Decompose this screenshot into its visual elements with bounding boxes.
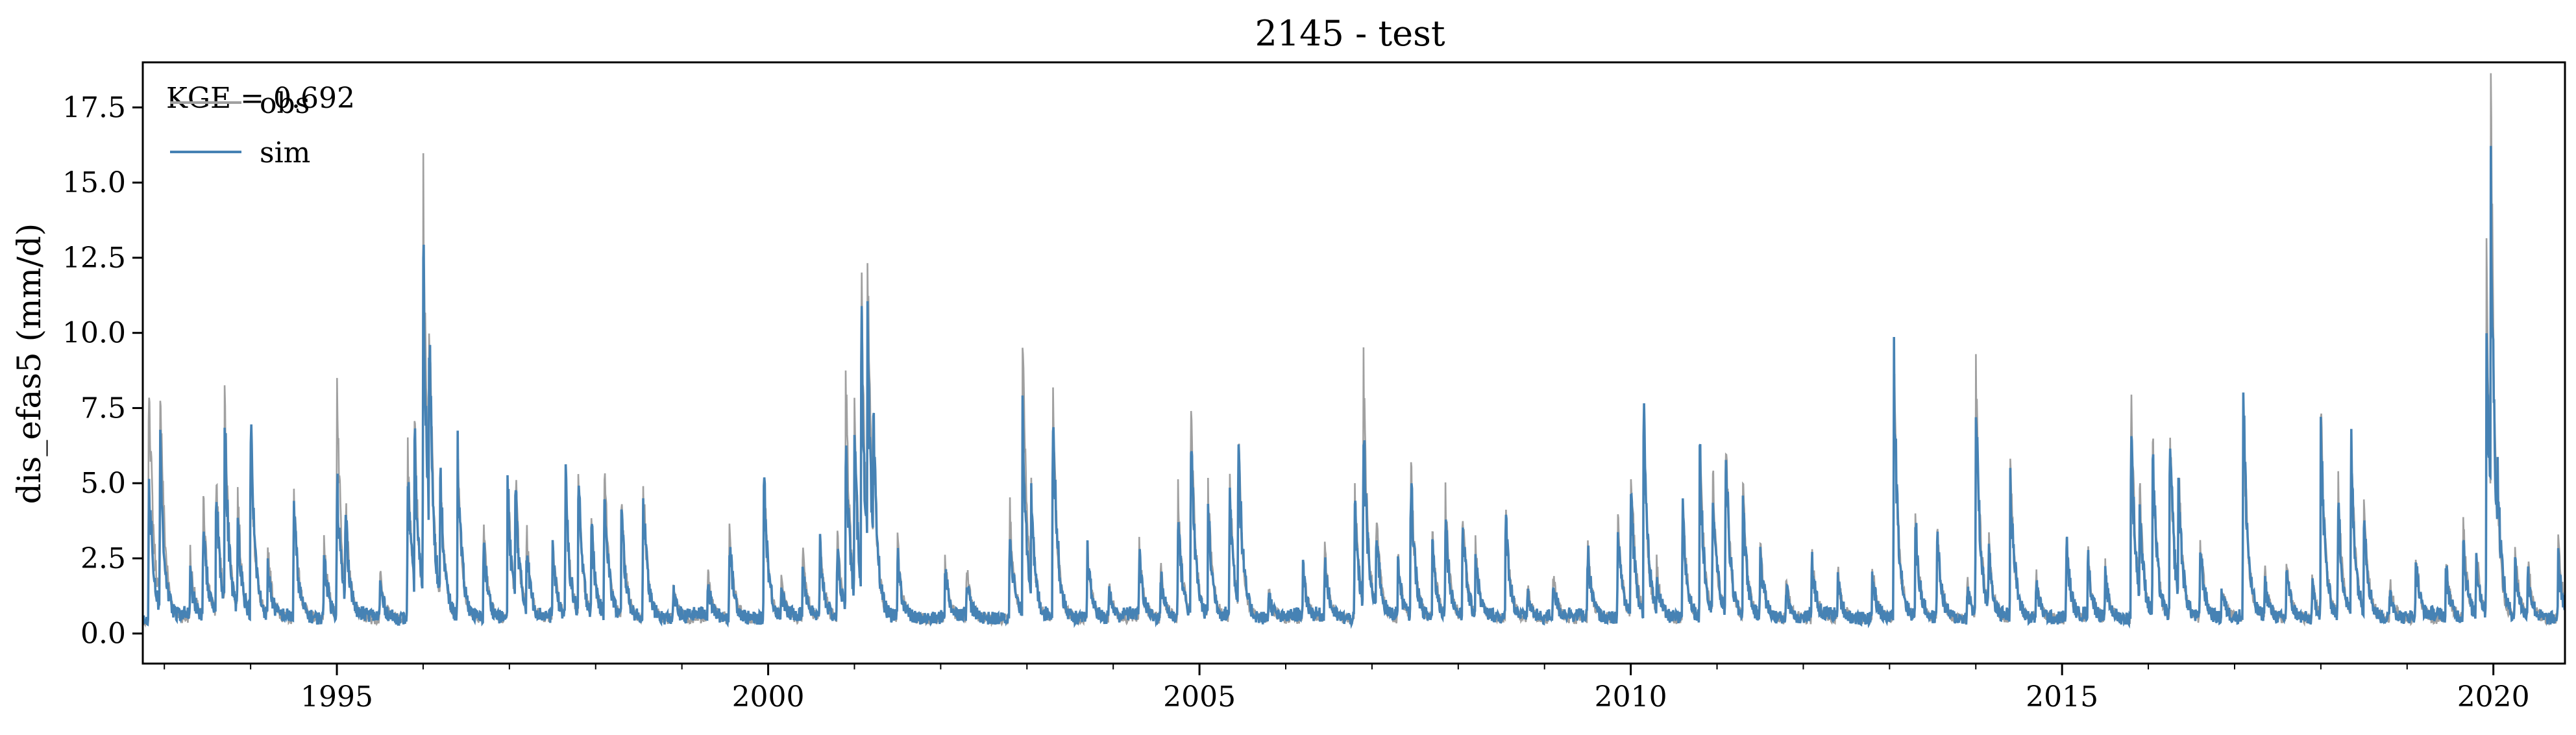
- y-tick-label: 15.0: [62, 166, 126, 199]
- plot-frame: [141, 61, 2566, 665]
- y-axis-label: dis_efas5 (mm/d): [10, 223, 48, 505]
- chart-title: 2145 - test: [1255, 13, 1445, 54]
- y-tick-label: 7.5: [80, 392, 126, 425]
- y-tick-label: 5.0: [80, 467, 126, 500]
- series-line-sim: [143, 145, 2565, 629]
- plot-area: [141, 61, 2566, 665]
- axis-ticks: 0.0 2.5 5.0 7.5 10.0 12.5 15.0 17.5 1995 2000 2005…: [62, 91, 2530, 714]
- x-tick-label: 2015: [2026, 680, 2098, 714]
- y-tick-label: 10.0: [62, 317, 126, 350]
- y-tick-label: 2.5: [80, 542, 126, 575]
- kge-annotation: KGE = 0.692: [166, 82, 355, 115]
- y-tick-label: 17.5: [62, 91, 126, 124]
- x-tick-label: 2005: [1163, 680, 1236, 714]
- legend-label-obs: obs: [260, 87, 310, 120]
- x-tick-label: 2000: [732, 680, 805, 714]
- y-tick-label: 12.5: [62, 242, 126, 275]
- legend-label-sim: sim: [260, 136, 310, 169]
- x-tick-label: 2010: [1595, 680, 1667, 714]
- x-tick-label: 1995: [301, 680, 373, 714]
- y-tick-label: 0.0: [80, 617, 126, 651]
- x-tick-label: 2020: [2457, 680, 2530, 714]
